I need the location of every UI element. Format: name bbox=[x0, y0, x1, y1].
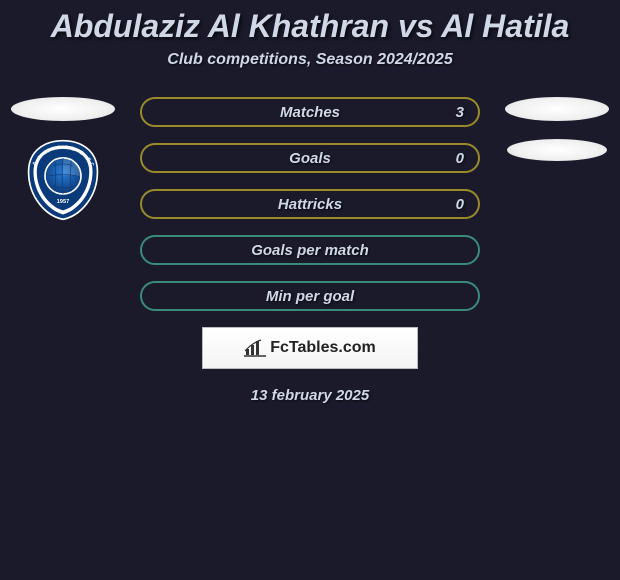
body-area: 1957 AL HILAL S. FC A L H I L A L S . F bbox=[0, 97, 620, 404]
page-title: Abdulaziz Al Khathran vs Al Hatila bbox=[0, 0, 620, 51]
stats-list: Matches 3 Goals 0 Hattricks 0 Goals per … bbox=[140, 97, 480, 311]
stat-right-value: 0 bbox=[456, 196, 464, 213]
stat-row-hattricks: Hattricks 0 bbox=[140, 189, 480, 219]
left-club-logo: 1957 AL HILAL S. FC A L H I L A L S . F bbox=[22, 139, 104, 221]
al-hilal-logo-icon: 1957 AL HILAL S. FC A L H I L A L S . F bbox=[22, 139, 104, 221]
stat-label: Goals bbox=[289, 150, 331, 167]
comparison-card: Abdulaziz Al Khathran vs Al Hatila Club … bbox=[0, 0, 620, 404]
stat-row-min-per-goal: Min per goal bbox=[140, 281, 480, 311]
footer-date: 13 february 2025 bbox=[0, 387, 620, 404]
stat-row-matches: Matches 3 bbox=[140, 97, 480, 127]
brand-label: FcTables.com bbox=[270, 339, 376, 357]
left-player-column: 1957 AL HILAL S. FC A L H I L A L S . F bbox=[8, 97, 118, 221]
svg-text:1957: 1957 bbox=[57, 199, 70, 205]
bar-chart-icon bbox=[244, 339, 266, 357]
right-player-name-oval bbox=[505, 97, 609, 121]
stat-label: Matches bbox=[280, 104, 340, 121]
left-player-name-oval bbox=[11, 97, 115, 121]
stat-label: Goals per match bbox=[251, 242, 369, 259]
right-player-column bbox=[502, 97, 612, 161]
page-subtitle: Club competitions, Season 2024/2025 bbox=[0, 51, 620, 97]
stat-label: Min per goal bbox=[266, 288, 354, 305]
stat-row-goals: Goals 0 bbox=[140, 143, 480, 173]
stat-row-goals-per-match: Goals per match bbox=[140, 235, 480, 265]
brand-box[interactable]: FcTables.com bbox=[202, 327, 418, 369]
right-player-team-oval bbox=[507, 139, 607, 161]
stat-right-value: 3 bbox=[456, 104, 464, 121]
stat-right-value: 0 bbox=[456, 150, 464, 167]
stat-label: Hattricks bbox=[278, 196, 342, 213]
svg-text:A: A bbox=[64, 145, 69, 151]
